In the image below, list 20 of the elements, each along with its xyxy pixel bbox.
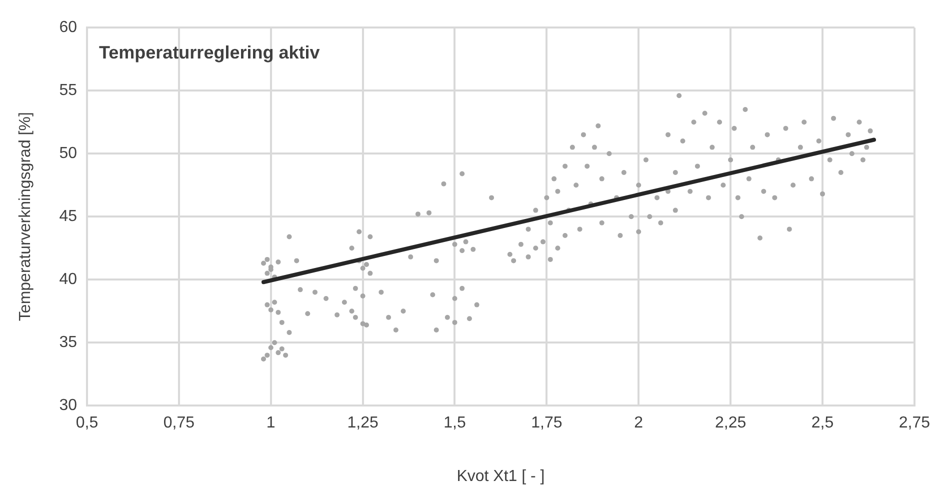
y-tick-label: 35 (59, 334, 78, 352)
x-tick-label: 0,75 (163, 414, 195, 432)
y-tick-label: 55 (59, 82, 78, 100)
y-tick-label: 40 (59, 271, 78, 288)
x-tick-label: 2 (634, 414, 644, 432)
x-tick-label: 2,75 (898, 414, 930, 432)
x-tick-label: 1 (266, 414, 276, 432)
x-tick-label: 2,5 (811, 414, 834, 432)
x-tick-label: 0,5 (76, 414, 98, 432)
y-tick-label: 60 (59, 19, 78, 36)
x-tick-label: 1,25 (347, 414, 378, 432)
x-tick-label: 1,5 (444, 414, 466, 432)
y-tick-label: 30 (59, 397, 78, 414)
text: Temperaturreglering aktiv (98, 42, 320, 63)
x-tick-label: 2,25 (714, 414, 746, 432)
y-axis-title: Temperaturverkningsgrad [%] (17, 112, 34, 322)
y-tick-label: 50 (59, 145, 78, 162)
y-tick-label: 45 (59, 208, 78, 226)
x-axis-title: Kvot Xt1 [ - ] (456, 468, 545, 485)
x-tick-label: 1,75 (531, 414, 562, 432)
